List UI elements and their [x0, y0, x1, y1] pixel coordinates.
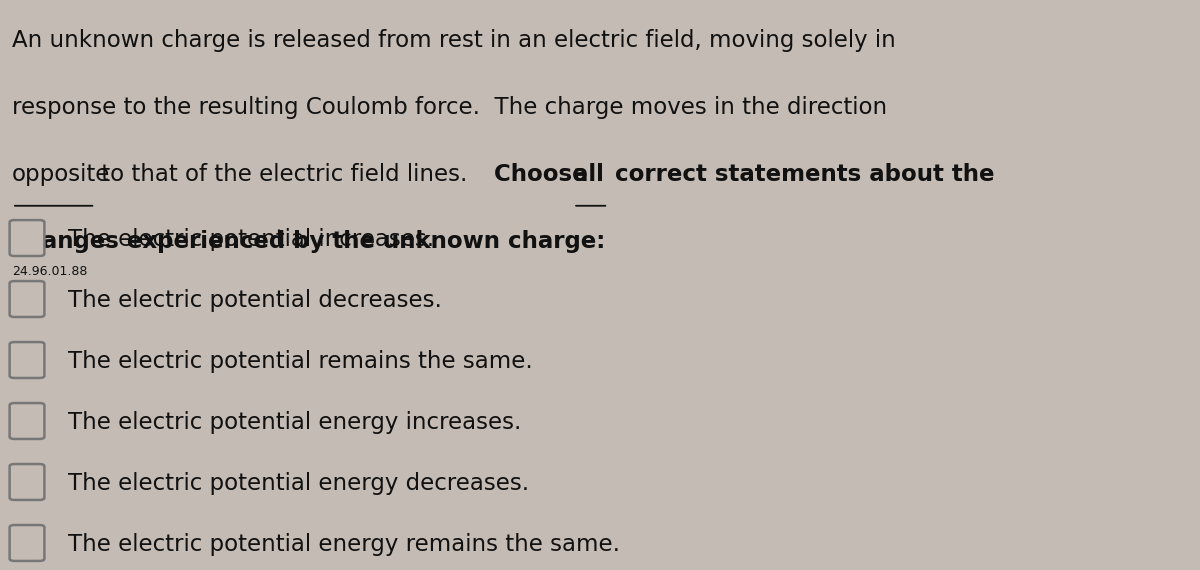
Text: 24.96.01.88: 24.96.01.88 [12, 265, 88, 278]
Text: An unknown charge is released from rest in an electric field, moving solely in: An unknown charge is released from rest … [12, 28, 895, 51]
FancyBboxPatch shape [10, 220, 44, 256]
Text: correct statements about the: correct statements about the [607, 163, 995, 186]
FancyBboxPatch shape [10, 403, 44, 439]
Text: opposite: opposite [12, 163, 110, 186]
FancyBboxPatch shape [10, 342, 44, 378]
Text: The electric potential increases.: The electric potential increases. [68, 228, 434, 251]
Text: changes experienced by the unknown charge:: changes experienced by the unknown charg… [12, 230, 605, 253]
Text: The electric potential energy decreases.: The electric potential energy decreases. [68, 472, 529, 495]
Text: all: all [574, 163, 604, 186]
Text: The electric potential energy increases.: The electric potential energy increases. [68, 411, 522, 434]
Text: Choose: Choose [494, 163, 596, 186]
Text: The electric potential remains the same.: The electric potential remains the same. [68, 350, 533, 373]
Text: response to the resulting Coulomb force.  The charge moves in the direction: response to the resulting Coulomb force.… [12, 96, 887, 119]
Text: to that of the electric field lines.: to that of the electric field lines. [94, 163, 482, 186]
Text: The electric potential energy remains the same.: The electric potential energy remains th… [68, 533, 620, 556]
FancyBboxPatch shape [10, 525, 44, 561]
FancyBboxPatch shape [10, 464, 44, 500]
Text: The electric potential decreases.: The electric potential decreases. [68, 289, 443, 312]
FancyBboxPatch shape [10, 281, 44, 317]
